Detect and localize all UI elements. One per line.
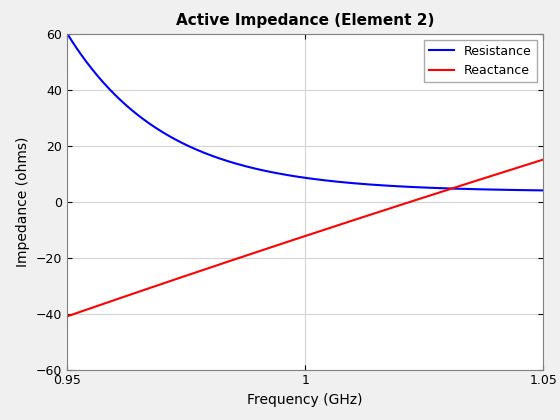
Resistance — [529, 188, 535, 193]
X-axis label: Frequency (GHz): Frequency (GHz) — [248, 393, 363, 407]
Reactance — [64, 314, 71, 319]
Resistance — [293, 174, 300, 179]
Reactance — [540, 157, 547, 162]
Resistance — [347, 181, 354, 186]
Resistance — [540, 188, 547, 193]
Resistance — [64, 31, 71, 36]
Legend: Resistance, Reactance: Resistance, Reactance — [424, 40, 537, 82]
Reactance — [290, 237, 297, 242]
Reactance — [529, 161, 535, 166]
Reactance — [347, 219, 354, 224]
Y-axis label: Impedance (ohms): Impedance (ohms) — [16, 136, 30, 267]
Reactance — [454, 184, 461, 189]
Title: Active Impedance (Element 2): Active Impedance (Element 2) — [176, 13, 435, 28]
Line: Reactance: Reactance — [67, 160, 543, 316]
Reactance — [293, 236, 300, 241]
Reactance — [321, 227, 328, 232]
Resistance — [321, 178, 328, 183]
Line: Resistance: Resistance — [67, 34, 543, 190]
Resistance — [454, 186, 461, 191]
Resistance — [290, 173, 297, 178]
